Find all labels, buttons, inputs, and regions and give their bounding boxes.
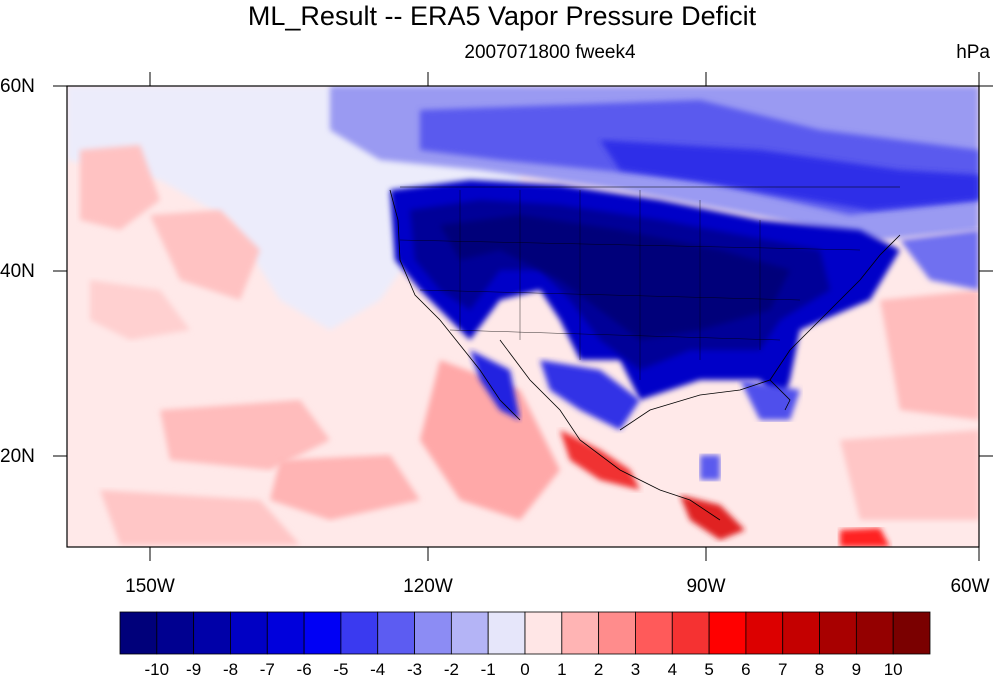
colorbar-box	[414, 611, 452, 655]
lat-label-40n: 40N	[0, 261, 35, 282]
colorbar-tick-label: -7	[259, 660, 275, 679]
colorbar-tick-label: 10	[883, 660, 903, 679]
colorbar-box	[892, 611, 931, 655]
colorbar-box	[635, 611, 673, 655]
colorbar-box	[340, 611, 379, 655]
colorbar-tick-label: -2	[443, 660, 459, 679]
colorbar-tick-label: -3	[406, 660, 423, 679]
lon-label-90w: 90W	[686, 576, 726, 597]
colorbar-tick-label: 1	[557, 660, 567, 679]
vpd-field	[67, 86, 979, 547]
colorbar-box	[671, 611, 710, 655]
colorbar-box	[745, 611, 784, 655]
lat-label-60n: 60N	[0, 76, 35, 97]
lon-label-120w: 120W	[403, 576, 453, 597]
colorbar-box	[450, 611, 489, 655]
colorbar-tick-label: 2	[593, 660, 604, 679]
colorbar-tick-label: -5	[333, 660, 349, 679]
colorbar-tick-label: -1	[480, 660, 496, 679]
colorbar-tick-label: 5	[704, 660, 714, 679]
colorbar-tick-label: -10	[144, 660, 170, 679]
colorbar-box	[598, 611, 636, 655]
colorbar-box	[156, 611, 195, 655]
colorbar-box	[855, 611, 894, 655]
colorbar-box	[193, 611, 231, 655]
colorbar-tick-label: -9	[186, 660, 202, 679]
lat-label-20n: 20N	[0, 446, 35, 467]
lon-label-60w: 60W	[950, 576, 990, 597]
colorbar-tick-label: -8	[222, 660, 239, 679]
colorbar-tick-label: 7	[777, 660, 788, 679]
map-subtitle: 2007071800 fweek4	[464, 42, 636, 63]
colorbar-tick-label: -6	[296, 660, 312, 679]
colorbar-box	[230, 611, 268, 655]
colorbar-tick-label: 9	[851, 660, 862, 679]
map-frame	[66, 85, 980, 548]
colorbar-tick-label: 6	[741, 660, 751, 679]
colorbar-box	[782, 611, 820, 655]
colorbar-box	[524, 611, 563, 655]
colorbar-box	[303, 611, 342, 655]
colorbar-tick-label: -4	[370, 660, 386, 679]
colorbar-tick-label: 4	[667, 660, 678, 679]
colorbar-box	[119, 611, 158, 655]
colorbar-tick-label: 8	[814, 660, 825, 679]
colorbar-box	[377, 611, 415, 655]
lon-label-150w: 150W	[125, 576, 175, 597]
colorbar-box	[266, 611, 305, 655]
map-title: ML_Result -- ERA5 Vapor Pressure Deficit	[247, 1, 757, 31]
axis-ticks	[53, 72, 993, 561]
colorbar	[119, 611, 931, 655]
colorbar-tick-label: 0	[520, 660, 530, 679]
colorbar-box	[561, 611, 600, 655]
colorbar-box	[487, 611, 526, 655]
units-label: hPa	[956, 42, 990, 63]
colorbar-box	[708, 611, 747, 655]
coastlines	[389, 186, 901, 521]
colorbar-box	[819, 611, 857, 655]
colorbar-tick-label: 3	[630, 660, 641, 679]
